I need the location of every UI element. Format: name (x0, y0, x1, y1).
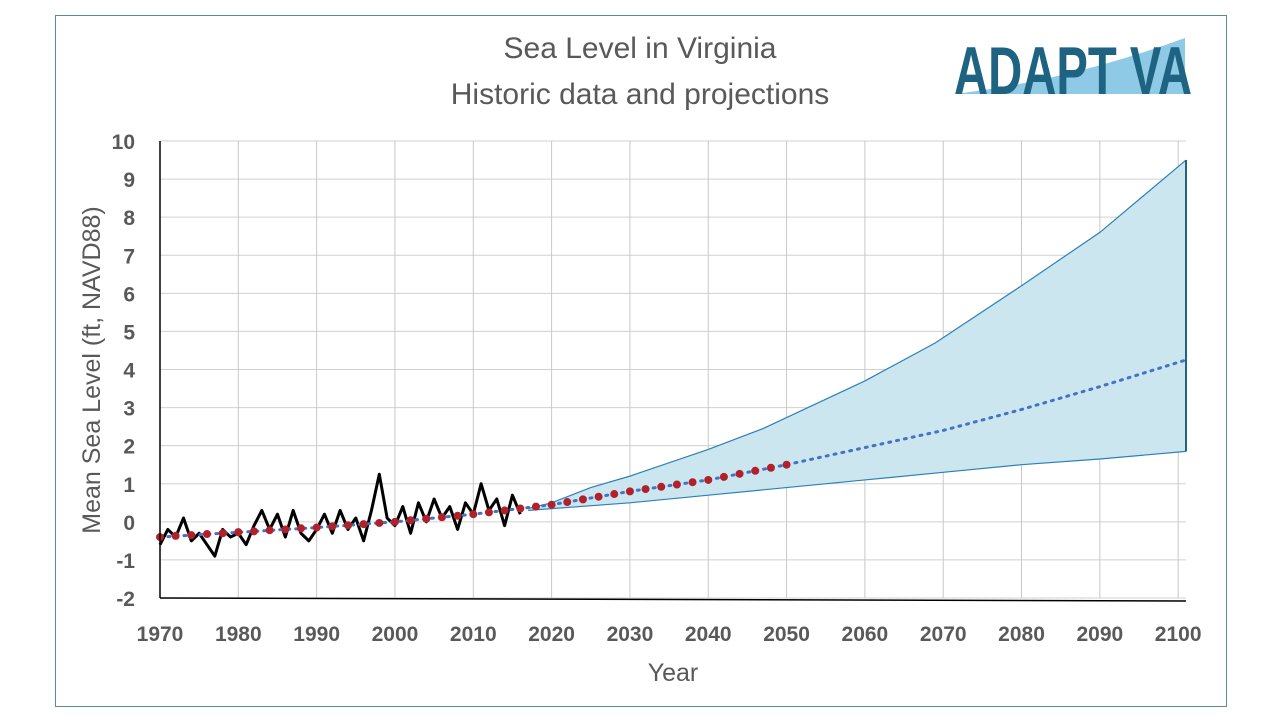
trend-marker (171, 531, 180, 540)
y-tick-label: 4 (123, 360, 135, 383)
x-tick-label: 2050 (763, 623, 810, 646)
trend-marker (641, 485, 650, 494)
trend-marker (359, 520, 368, 529)
trend-marker (516, 504, 525, 513)
trend-marker (343, 521, 352, 530)
trend-marker (563, 498, 572, 507)
x-tick-label: 1980 (215, 623, 262, 646)
y-tick-label: 3 (123, 398, 135, 421)
x-tick-label: 2060 (842, 623, 889, 646)
trend-marker (672, 480, 681, 489)
trend-marker (249, 527, 258, 536)
trend-marker (453, 511, 462, 520)
trend-marker (312, 523, 321, 532)
svg-text:ADAPT VA: ADAPT VA (954, 33, 1192, 100)
y-tick-label: -2 (116, 588, 135, 611)
trend-marker (610, 490, 619, 499)
trend-marker (704, 475, 713, 484)
y-tick-label: 9 (123, 169, 135, 192)
projection-lower-line (528, 450, 1187, 512)
trend-marker (484, 508, 493, 517)
adapt-va-logo: ADAPT VA (954, 33, 1192, 100)
trend-marker (625, 487, 634, 496)
x-tick-label: 2030 (607, 623, 654, 646)
projection-upper-line (527, 159, 1187, 510)
trend-marker (766, 463, 775, 472)
trend-marker (594, 492, 603, 501)
y-tick-label: 8 (123, 207, 135, 230)
trend-marker (531, 502, 540, 511)
trend-marker (406, 516, 415, 525)
x-tick-label: 2020 (528, 623, 575, 646)
trend-marker (578, 495, 587, 504)
trend-marker (202, 530, 211, 539)
y-tick-label: -1 (116, 550, 135, 573)
trend-marker (782, 460, 791, 469)
trend-marker (469, 510, 478, 519)
trend-marker (281, 525, 290, 534)
trend-marker (500, 506, 509, 515)
y-tick-label: 0 (123, 512, 135, 535)
trend-marker (265, 526, 274, 535)
x-axis-label: Year (648, 659, 699, 687)
trend-marker (375, 518, 384, 527)
trend-marker (296, 524, 305, 533)
trend-marker (437, 513, 446, 522)
trend-marker (735, 469, 744, 478)
x-tick-label: 1990 (293, 623, 340, 646)
x-tick-label: 1970 (137, 623, 184, 646)
x-tick-label: 2010 (450, 623, 497, 646)
y-tick-label: 5 (123, 321, 135, 344)
chart-subtitle: Historic data and projections (450, 78, 830, 111)
y-tick-label: 2 (123, 436, 135, 459)
trend-marker (390, 517, 399, 526)
x-tick-label: 2070 (920, 623, 967, 646)
x-tick-label: 2090 (1076, 623, 1123, 646)
trend-marker (234, 528, 243, 537)
slide-frame (55, 15, 1227, 707)
y-axis-label: Mean Sea Level (ft, NAVD88) (78, 206, 106, 533)
trend-marker (187, 531, 196, 540)
y-tick-label: 6 (123, 283, 135, 306)
x-tick-label: 2000 (372, 623, 419, 646)
trend-marker (657, 482, 666, 491)
x-tick-label: 2080 (998, 623, 1045, 646)
trend-marker (328, 522, 337, 531)
x-axis (159, 597, 1187, 602)
trend-marker (688, 478, 697, 487)
y-tick-label: 1 (123, 474, 135, 497)
y-tick-label: 7 (123, 245, 135, 268)
trend-marker (218, 529, 227, 538)
trend-marker (422, 514, 431, 523)
x-tick-label: 2040 (685, 623, 732, 646)
projection-band (528, 160, 1186, 511)
x-tick-label: 2100 (1155, 623, 1202, 646)
y-tick-label: 10 (112, 131, 135, 154)
trend-marker (751, 466, 760, 475)
trend-marker (547, 500, 556, 509)
trend-marker (719, 472, 728, 481)
historic-line (158, 472, 522, 558)
chart-title: Sea Level in Virginia (503, 32, 777, 65)
